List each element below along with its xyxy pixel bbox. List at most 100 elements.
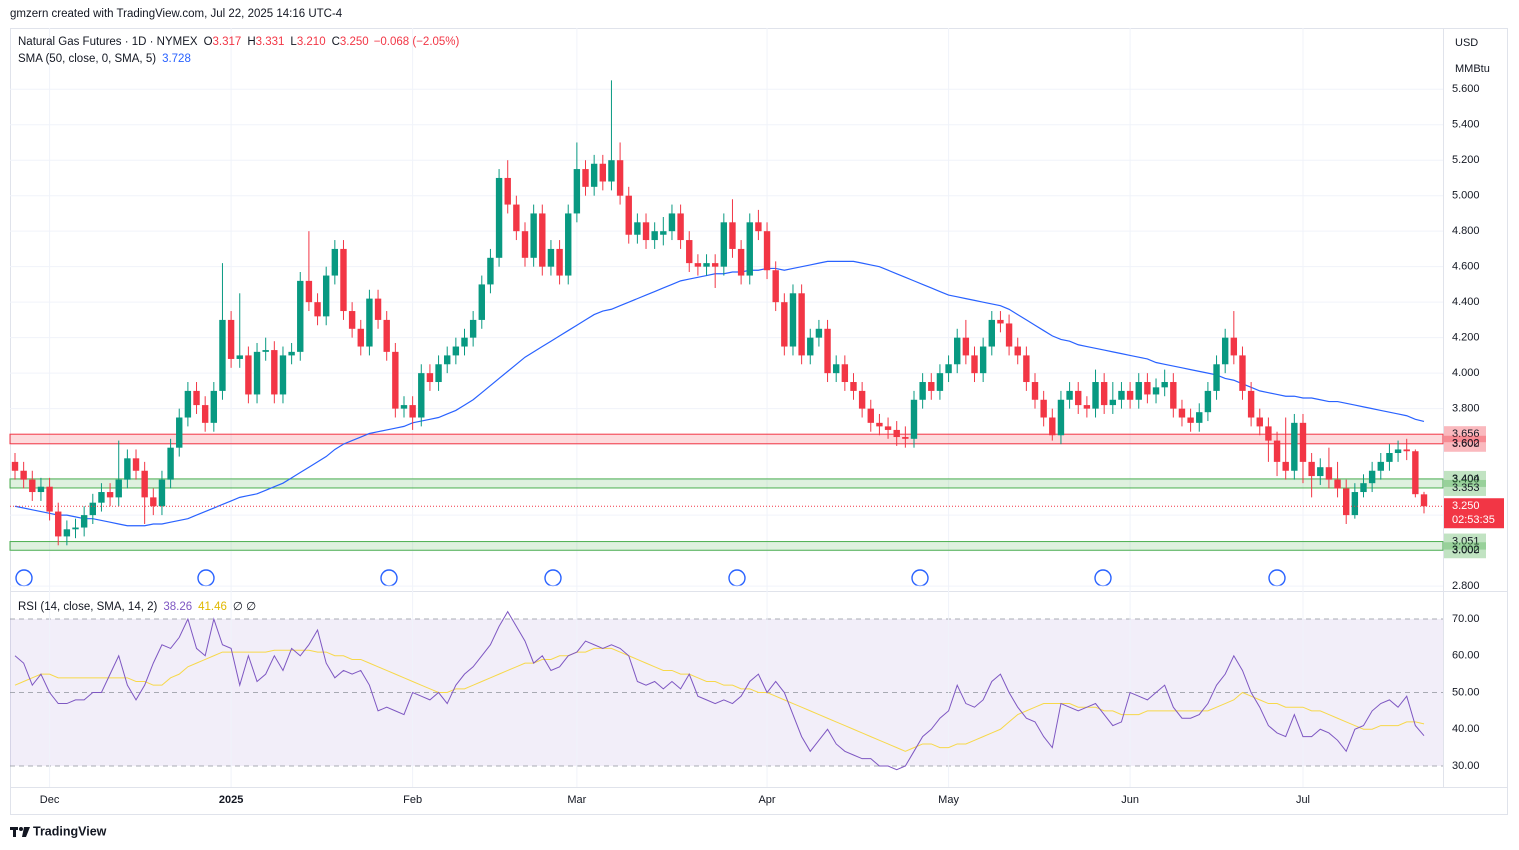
tv-logo [10,827,30,837]
zone-tag [1444,479,1486,496]
candle-body [1412,451,1419,495]
candle-body [487,257,494,285]
candle-body [651,231,658,241]
candle-body [565,213,572,276]
candle-body [20,470,27,480]
candle-body [1368,470,1376,484]
zone [9,478,1444,489]
candle-body [418,373,425,418]
candle-body [832,364,840,374]
candle-body [176,417,183,448]
candle-body [1066,390,1073,400]
price-tick-label: 5.200 [1452,154,1480,166]
candle-body [11,461,19,471]
candle-body [513,204,520,232]
legend-part: O [204,36,213,48]
candle-body [582,169,589,187]
candle-body [971,355,978,374]
zone-high-label: 3.656 [1452,428,1480,440]
price-tick-label: 2.800 [1452,580,1480,592]
candle-body [573,169,581,214]
candle-body [72,527,79,530]
x-tick-label: Feb [403,794,422,806]
candle-body [55,511,62,537]
candle-body [262,350,269,352]
x-tick-label: Apr [758,794,775,806]
candle-body [478,284,485,320]
zone-low-label: 3.002 [1452,544,1480,556]
chart-frame [10,28,1508,815]
candle-body [729,222,736,249]
candle-body [80,515,88,528]
legend-part: ∅ ∅ [233,601,256,613]
candle-body [755,222,762,232]
zone-tag [1444,533,1486,550]
candle-body [737,248,745,276]
candle-body [340,248,347,312]
candle-body [245,355,252,395]
candle-body [98,492,105,503]
candle-body [867,408,874,423]
price-tick-label: 3.400 [1452,474,1480,486]
candle-body [1178,408,1186,418]
candle-body [400,405,408,409]
candle-body [1230,337,1238,356]
candle-body [660,231,667,235]
candle-body [331,248,339,276]
sma-line [14,260,1425,527]
zone-tag [1444,435,1486,452]
price-tick-label: 4.400 [1452,296,1480,308]
candle-body [89,502,96,516]
candle-body [789,293,797,347]
candle-body [1386,453,1393,462]
candle-body [1403,449,1410,452]
candle-body [184,390,192,418]
candle-body [902,437,909,439]
rsi-tick-label: 70.00 [1452,613,1480,625]
candle-body [1005,323,1013,347]
candle-body [132,458,140,471]
rsi-tick-label: 60.00 [1452,650,1480,662]
zone-tag [1444,470,1486,487]
candle-body [253,351,261,395]
candle-body [504,177,511,205]
candle-body [1014,346,1021,356]
candle-body [236,355,243,359]
candle-body [271,350,278,395]
candle-body [150,497,157,507]
candle-body [1031,382,1039,400]
candle-body [357,328,364,347]
price-tick-label: 5.400 [1452,119,1480,131]
logo-part [13,827,16,837]
candle-body [720,222,728,267]
zone-tag [1444,426,1486,443]
candle-body [1247,390,1255,418]
candle-body [1126,390,1134,400]
candle-body [1092,382,1099,409]
candle-body [876,422,883,427]
legend-part: 3.250 [340,36,369,48]
candle-body [435,364,442,383]
candle-body [210,390,218,423]
price-tick-label: 4.600 [1452,261,1480,273]
price-tick-label: 5.600 [1452,83,1480,95]
candle-body [625,195,632,235]
candle-body [1334,479,1341,489]
candle-body [841,364,849,383]
candle-body [452,346,460,356]
legend-part: RSI (14, close, SMA, 14, 2) [18,601,158,613]
candle-body [1273,440,1281,462]
candle-body [634,222,641,235]
currency: USD [1455,37,1478,49]
candle-body [884,426,892,430]
candle-body [1299,422,1307,462]
candle-body [979,346,987,374]
candle-body [824,328,831,374]
candle-body [1343,488,1350,516]
x-tick-label: May [938,794,959,806]
candle-body [807,337,814,356]
candle-body [850,382,857,391]
candle-body [1161,382,1168,388]
candle-body [227,319,235,359]
